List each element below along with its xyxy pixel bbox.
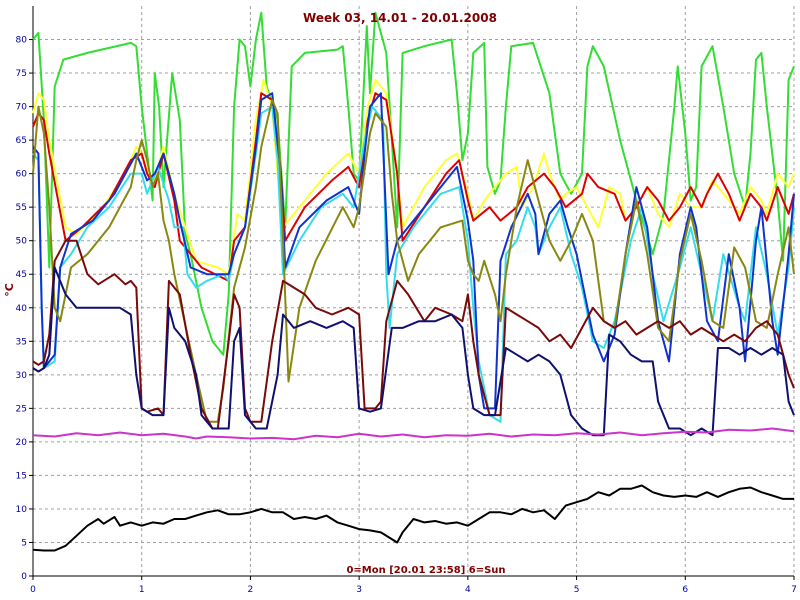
y-tick-label: 10 [16, 505, 28, 515]
y-tick-label: 50 [16, 237, 28, 247]
series-line-5 [32, 98, 795, 423]
x-tick-label: 0 [30, 585, 36, 595]
y-tick-label: 65 [16, 136, 27, 146]
y-tick-label: 55 [16, 203, 27, 213]
y-tick-label: 5 [21, 538, 27, 548]
series-line-8 [32, 427, 795, 441]
y-tick-label: 30 [16, 371, 28, 381]
x-tick-label: 7 [791, 585, 797, 595]
x-tick-label: 5 [574, 585, 580, 595]
series-line-0 [32, 11, 795, 356]
series-line-4 [32, 92, 795, 410]
chart-axes [29, 6, 795, 580]
chart-series [32, 11, 795, 552]
series-line-7 [32, 266, 795, 437]
y-tick-label: 15 [16, 471, 27, 481]
x-tick-label: 4 [465, 585, 471, 595]
y-tick-label: 75 [16, 69, 27, 79]
series-line-9 [32, 484, 794, 552]
x-tick-label: 2 [248, 585, 254, 595]
y-tick-label: 45 [16, 270, 27, 280]
chart-title: Week 03, 14.01 - 20.01.2008 [303, 11, 497, 25]
series-line-3 [32, 105, 795, 423]
y-axis-label: °C [3, 283, 16, 297]
y-tick-label: 80 [16, 36, 28, 46]
y-tick-label: 25 [16, 404, 27, 414]
chart-footer: 0=Mon [20.01 23:58] 6=Sun [346, 565, 505, 576]
x-tick-label: 6 [682, 585, 688, 595]
y-tick-label: 20 [16, 438, 28, 448]
y-tick-label: 70 [16, 103, 28, 113]
x-tick-label: 3 [356, 585, 362, 595]
x-tick-label: 1 [139, 585, 145, 595]
y-tick-label: 35 [16, 337, 27, 347]
y-tick-label: 60 [16, 170, 28, 180]
y-tick-label: 0 [21, 572, 27, 582]
y-tick-label: 40 [16, 304, 28, 314]
